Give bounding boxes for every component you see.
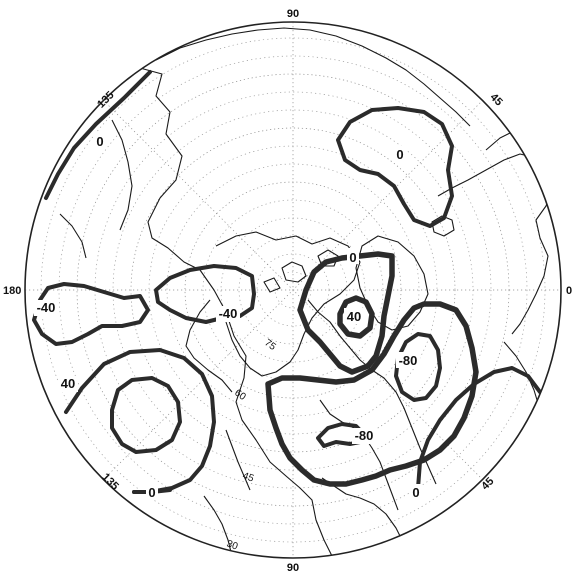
coast-kamchatka — [111, 119, 133, 231]
coast-alaska — [107, 67, 333, 557]
coast-japan — [59, 213, 87, 259]
latitude-ring-35 — [94, 91, 492, 489]
graticule — [25, 22, 561, 558]
latitude-ring-75 — [238, 235, 348, 345]
latitude-ring-55 — [166, 163, 420, 417]
latitude-ring-85 — [274, 271, 312, 309]
coast-siberia — [155, 27, 471, 127]
contour-zero-upper-left — [44, 70, 152, 200]
coastlines — [51, 27, 561, 558]
contour-zero-lower-right — [416, 366, 542, 490]
contour-label-0-lower-left: 0 — [148, 485, 155, 500]
latitude-ring-25 — [58, 55, 528, 525]
coast-iceland — [431, 215, 455, 237]
latitude-labels: 75 60 45 30 — [225, 337, 278, 552]
contour-label-minus80-lower: -80 — [355, 428, 374, 443]
lon-label-left: 180 — [3, 285, 21, 297]
contour-zero-south — [265, 301, 479, 487]
contour-label-0-center: 0 — [349, 250, 356, 265]
coast-africa-north — [503, 341, 545, 431]
coast-baja — [225, 429, 251, 491]
lat-label-60: 60 — [232, 387, 248, 403]
contour-label-minus40-left: -40 — [37, 300, 56, 315]
contour-minus40-center — [154, 264, 256, 324]
contour-minus80-right — [394, 332, 442, 402]
lon-label-lower-left: 135 — [99, 471, 120, 492]
contour-label-0-upper-left: 0 — [96, 134, 103, 149]
lon-label-right: 0 — [566, 285, 572, 297]
contour-label-40-small: 40 — [347, 309, 361, 324]
lat-label-75: 75 — [262, 337, 278, 353]
contour-minus40-left — [32, 282, 150, 346]
contour-labels: 0 0 0 -40 -40 40 40 -80 -80 0 0 — [34, 132, 422, 500]
contour-40-lower-left — [110, 376, 182, 454]
contour-zero-center — [297, 251, 395, 375]
contour-label-minus80-right: -80 — [399, 353, 418, 368]
contours — [32, 70, 542, 494]
coast-south-america — [321, 477, 411, 558]
coast-greenland — [355, 235, 429, 331]
lon-label-top: 90 — [287, 8, 299, 20]
coast-gulf-mexico — [319, 399, 399, 511]
coast-scandinavia — [485, 127, 561, 163]
contour-label-40-lower-left: 40 — [61, 376, 75, 391]
longitude-labels: 90 90 180 0 135 45 135 45 — [3, 8, 572, 574]
lon-label-lower-right: 45 — [479, 475, 496, 492]
map-boundary — [24, 21, 562, 559]
lon-label-upper-right: 45 — [488, 91, 505, 108]
coast-hudson-bay — [307, 299, 437, 485]
contour-zero-top-right — [336, 106, 454, 228]
contour-label-0-top-right: 0 — [396, 147, 403, 162]
contour-label-minus40-center: -40 — [219, 306, 238, 321]
latitude-ring-45 — [130, 127, 456, 453]
meridian-45 — [102, 99, 484, 481]
lat-label-45: 45 — [241, 470, 256, 484]
contour-label-0-lower-right: 0 — [412, 485, 419, 500]
contour-40-small — [337, 295, 375, 339]
lon-label-bottom: 90 — [287, 562, 299, 574]
contour-outer-lower-left — [64, 348, 216, 494]
lat-label-30: 30 — [225, 538, 240, 552]
coast-canada-arctic — [215, 231, 361, 377]
coast-peru — [203, 495, 233, 557]
coast-north-america-west — [185, 299, 233, 393]
